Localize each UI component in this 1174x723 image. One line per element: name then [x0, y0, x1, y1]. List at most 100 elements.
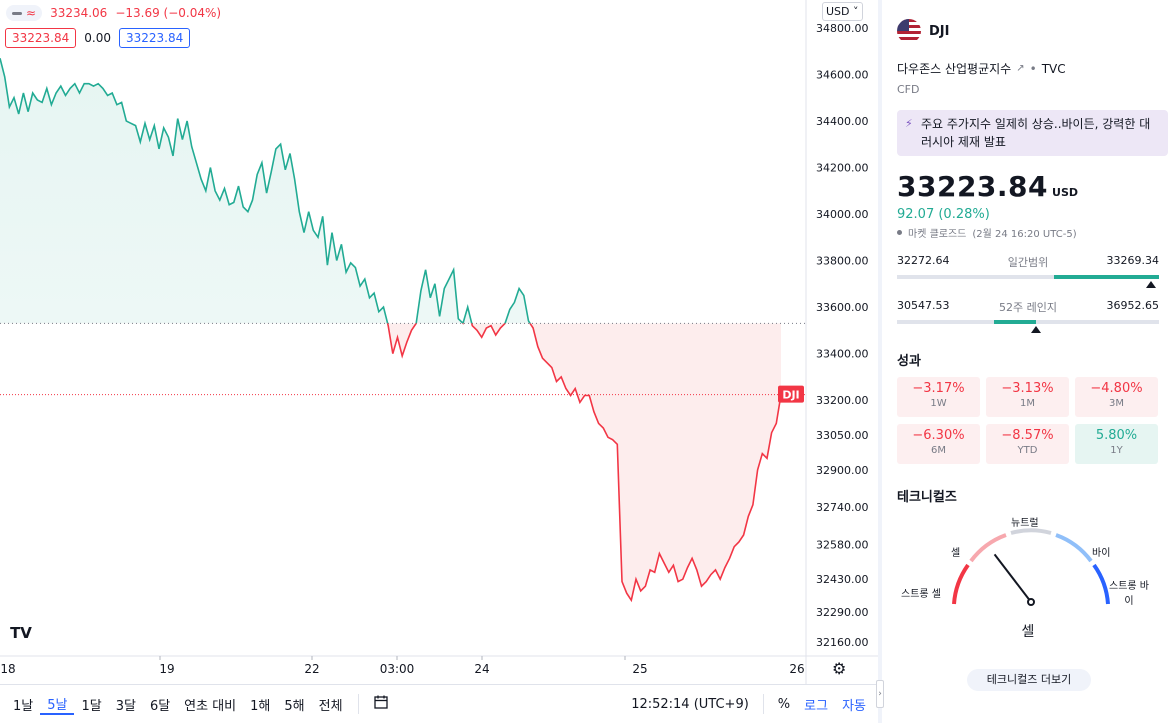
performance-title: 성과: [897, 354, 921, 369]
performance-grid: −3.17% 1W −3.13% 1M −4.80% 3M −6.30% 6M −8.5…: [897, 377, 1164, 464]
gauge-arc-neutral: [1010, 528, 1052, 535]
log-scale-button[interactable]: 로그: [804, 698, 829, 714]
us-flag-icon: [897, 19, 921, 43]
x-tick-label: 26: [789, 662, 804, 676]
perf-1w[interactable]: −3.17% 1W: [897, 377, 980, 417]
x-tick-label: 03:00: [380, 662, 415, 676]
x-tick-label: 24: [474, 662, 489, 676]
gauge-needle: [993, 553, 1032, 603]
gauge-label-neutral: 뉴트럴: [1011, 518, 1039, 529]
external-link-icon[interactable]: ↗: [1016, 63, 1025, 74]
x-tick-label: 18: [0, 662, 15, 676]
perf-label: 1M: [1020, 398, 1035, 409]
status-dot-icon: [897, 230, 902, 235]
perf-ytd[interactable]: −8.57% YTD: [986, 424, 1069, 464]
spread-value: 0.00: [84, 31, 111, 45]
year-range-label: 52주 레인지: [999, 301, 1057, 314]
period-5d[interactable]: 5날: [40, 694, 75, 715]
y-tick-label: 33050.00: [816, 429, 869, 442]
line-style-icon: [12, 11, 22, 15]
legend-toggle[interactable]: ≈: [6, 5, 43, 21]
market-status: 마켓 클로즈드 (2월 24 16:20 UTC-5): [897, 225, 1164, 240]
technicals-title: 테크니컬즈: [897, 490, 957, 505]
period-1d[interactable]: 1날: [13, 698, 34, 714]
status-text: 마켓 클로즈드: [908, 229, 967, 240]
news-headline[interactable]: ⚡ 주요 주가지수 일제히 상승..바이든, 강력한 대러시아 제재 발표: [897, 110, 1168, 156]
symbol-name-row: 다우존스 산업평균지수 ↗ • TVC: [897, 60, 1164, 77]
chart-area[interactable]: DJI 34800.00 34600.00 34400.00 34200.00 34000…: [0, 0, 878, 723]
day-range-label: 일간범위: [1007, 256, 1049, 269]
auto-scale-button[interactable]: 자동: [842, 698, 866, 714]
toolbar-divider: [762, 694, 764, 714]
x-tick-label: 25: [632, 662, 647, 676]
day-range-fill: [1054, 275, 1159, 279]
x-tick-label: 22: [304, 662, 319, 676]
day-range-high: 33269.34: [1106, 254, 1159, 267]
sell-price-box[interactable]: 33223.84: [5, 28, 77, 48]
toolbar-right: 12:52:14 (UTC+9) % 로그 자동: [631, 694, 866, 714]
more-technicals-button[interactable]: 테크니컬즈 더보기: [967, 669, 1091, 691]
symbol-name[interactable]: 다우존스 산업평균지수: [897, 62, 1012, 76]
y-tick-label: 33200.00: [816, 394, 869, 407]
y-tick-label: 32290.00: [816, 606, 869, 619]
y-tick-label: 32900.00: [816, 464, 869, 477]
period-1m[interactable]: 1달: [81, 698, 102, 714]
technicals-gauge: 뉴트럴 셀 바이 스트롱 셀 스트롱 바이 셀: [897, 511, 1159, 651]
gauge-label-strong-buy: 스트롱 바이: [1109, 581, 1149, 607]
toolbar-divider: [357, 694, 359, 714]
period-6m[interactable]: 6달: [149, 698, 171, 714]
day-range-low: 32272.64: [897, 254, 950, 267]
year-range-marker: [1030, 326, 1041, 333]
gauge-arc-strong-buy: [1092, 563, 1110, 605]
panel-divider[interactable]: [878, 0, 882, 723]
chevron-down-icon: ˅: [849, 5, 859, 18]
perf-value: 5.80%: [1095, 428, 1138, 443]
legend-value: 33234.06: [50, 6, 108, 20]
symbol-header[interactable]: DJI: [897, 19, 1164, 43]
calendar-icon[interactable]: [367, 694, 395, 714]
period-1y[interactable]: 1해: [250, 698, 271, 714]
perf-1m[interactable]: −3.13% 1M: [986, 377, 1069, 417]
series-line-up: [0, 58, 531, 324]
day-range: 32272.64 일간범위 33269.34: [897, 254, 1159, 288]
period-5y[interactable]: 5해: [284, 698, 305, 714]
perf-3m[interactable]: −4.80% 3M: [1075, 377, 1158, 417]
perf-1y[interactable]: 5.80% 1Y: [1075, 424, 1158, 464]
perf-value: −6.30%: [912, 428, 965, 443]
buy-price-box[interactable]: 33223.84: [118, 28, 191, 48]
price-chart[interactable]: DJI 34800.00 34600.00 34400.00 34200.00 34000…: [0, 0, 878, 684]
year-range: 30547.53 52주 레인지 36952.65: [897, 299, 1159, 333]
lightning-icon: ⚡: [905, 117, 913, 130]
gauge-arc-buy: [1055, 533, 1093, 563]
gauge-label-strong-sell: 스트롱 셀: [901, 589, 941, 600]
period-ytd[interactable]: 연초 대비: [184, 698, 237, 714]
price-currency: USD: [1052, 186, 1079, 199]
y-tick-label: 32430.00: [816, 573, 869, 586]
bottom-toolbar: 1날 5날 1달 3달 6달 연초 대비 1해 5해 전체 12:52:14 (…: [0, 684, 878, 723]
perf-label: 3M: [1109, 398, 1124, 409]
gear-icon[interactable]: ⚙: [832, 659, 847, 678]
price-change: 92.07 (0.28%): [897, 207, 990, 222]
percent-scale-button[interactable]: %: [777, 696, 791, 712]
status-time: (2월 24 16:20 UTC-5): [972, 229, 1077, 240]
series-line-down: [386, 323, 782, 603]
perf-label: 1W: [930, 398, 947, 409]
perf-label: YTD: [1017, 445, 1038, 456]
perf-label: 6M: [931, 445, 946, 456]
news-text: 주요 주가지수 일제히 상승..바이든, 강력한 대러시아 제재 발표: [921, 117, 1151, 149]
technicals-result: 셀: [1021, 624, 1035, 640]
perf-6m[interactable]: −6.30% 6M: [897, 424, 980, 464]
perf-value: −3.13%: [1001, 381, 1054, 396]
gauge-label-sell: 셀: [951, 548, 961, 559]
currency-select[interactable]: USD ˅: [822, 2, 863, 21]
y-tick-label: 33400.00: [816, 348, 869, 361]
period-all[interactable]: 전체: [318, 698, 343, 714]
clock-time[interactable]: 12:52:14 (UTC+9): [631, 696, 749, 712]
panel-collapse-handle[interactable]: ›: [876, 680, 884, 708]
period-3m[interactable]: 3달: [115, 698, 136, 714]
tradingview-logo[interactable]: TV: [10, 624, 32, 642]
year-range-track: [897, 320, 1159, 333]
exchange-name: TVC: [1041, 61, 1066, 76]
perf-value: −8.57%: [1001, 428, 1054, 443]
y-tick-label: 34200.00: [816, 161, 869, 174]
